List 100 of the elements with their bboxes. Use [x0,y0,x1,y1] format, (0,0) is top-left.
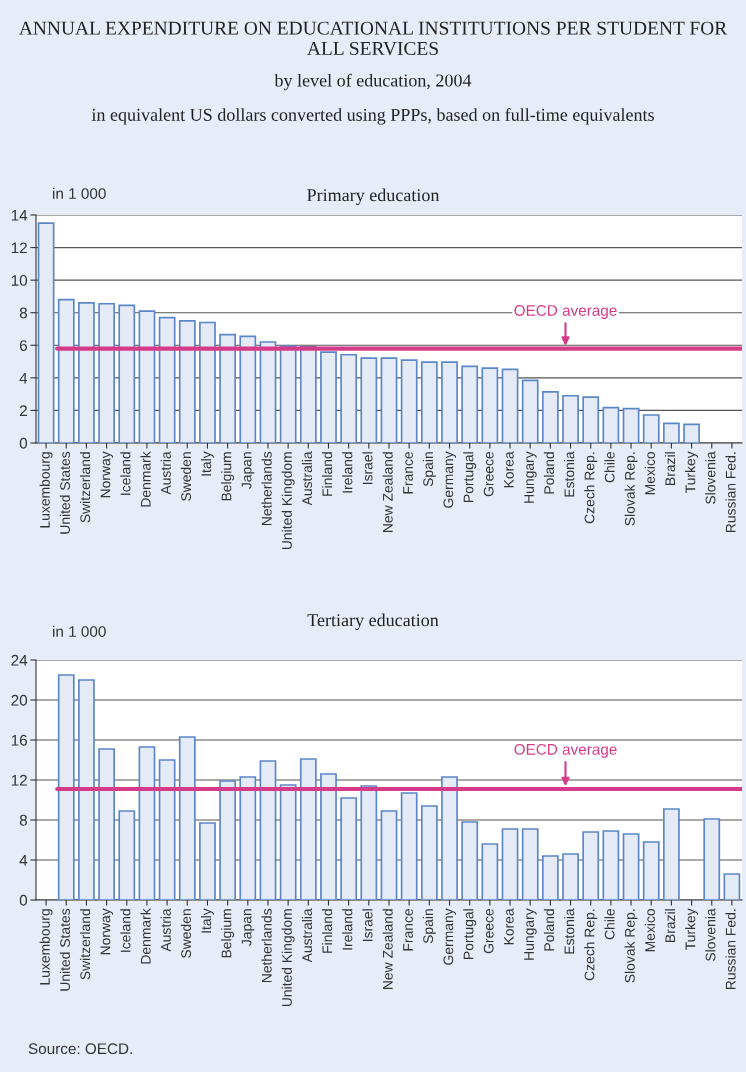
x-tick-label: Slovak Rep. [624,909,638,983]
x-tick-label: Spain [422,909,436,944]
x-tick-label: Netherlands [261,451,272,526]
x-tick-label: Korea [504,908,514,945]
x-tick-label: Denmark [140,451,151,507]
y-axis-title: in 1 000 [53,625,106,637]
bar [320,351,337,443]
bar [461,365,479,443]
x-tick-label: Estonia [564,908,575,954]
bar [501,828,519,900]
x-tick-label: Austria [160,451,171,495]
y-tick-label: 12 [11,242,27,254]
x-tick-label: Finland [322,452,333,496]
bar [642,414,660,443]
bar [239,335,257,443]
bar [663,422,680,443]
bar [219,780,237,900]
chart-title: Primary education [307,188,440,205]
bar [683,423,700,443]
bar [420,805,438,900]
bar [138,746,156,900]
x-tick-label: Turkey [685,451,699,493]
bar [703,818,721,900]
x-tick-label: Belgium [221,909,235,958]
x-tick-label: Chile [604,908,615,940]
text: in equivalent US dollars converted using PPPs, based on full-time equivalents [91,108,654,125]
y-tick-label: 8 [19,814,27,826]
x-tick-label: Russian Fed. [725,909,736,990]
bar [642,841,660,900]
x-tick-label: Italy [200,451,214,476]
bar [622,407,640,443]
x-tick-label: Greece [483,451,494,497]
x-tick-label: New Zealand [382,452,393,533]
y-tick-label: 4 [19,855,28,866]
x-tick-label: Chile [604,451,615,483]
y-tick-label: 20 [11,694,28,706]
bar [400,359,418,443]
y-tick-label: 16 [11,734,27,746]
y-tick-label: 2 [19,405,27,416]
x-tick-label: Switzerland [79,452,91,523]
x-tick-label: Israel [362,909,373,942]
bar [360,785,378,900]
y-tick-label: 14 [11,210,28,221]
x-tick-label: Sweden [180,452,192,501]
x-tick-label: Switzerland [79,909,91,980]
x-tick-label: United States [59,451,70,534]
y-tick-label: 0 [19,437,28,449]
bar [400,792,418,900]
bar [57,674,75,900]
bar [279,784,297,900]
bar [299,758,317,900]
x-tick-label: Iceland [120,452,131,495]
chart-title: Tertiary education [307,613,439,630]
x-tick-label: United States [59,908,70,991]
x-tick-label: Slovenia [705,908,716,961]
bar [340,353,358,443]
bar [441,361,458,443]
bar [259,760,277,900]
x-tick-label: Hungary [524,908,537,960]
bar [380,357,398,443]
y-tick-label: 4 [19,372,28,384]
x-tick-label: France [403,451,413,494]
text: ANNUAL EXPENDITURE ON EDUCATIONAL INSTITUTIONS PER STUDENT FOR ALL SERVICES [18,21,728,56]
bar [380,810,398,900]
bar [663,808,680,900]
x-tick-label: Luxembourg [39,452,53,528]
y-axis-title: in 1 000 [53,187,106,199]
x-tick-label: Estonia [564,451,575,497]
x-tick-label: Belgium [221,452,235,501]
bar [481,367,499,443]
x-tick-label: Denmark [140,908,151,964]
ref-line-label: OECD average [514,305,617,319]
bar [78,679,95,900]
x-tick-label: Germany [443,908,456,965]
bar [158,759,176,900]
bar [562,853,579,900]
bar [320,773,337,900]
x-tick-label: Ireland [342,909,353,950]
x-tick-label: Germany [443,451,456,508]
x-tick-label: Italy [200,908,214,933]
bar [602,830,620,900]
x-tick-label: Greece [483,908,494,954]
bar [78,302,95,443]
bar [481,843,499,900]
bar [118,810,136,900]
x-tick-label: Mexico [644,908,655,952]
x-tick-label: Czech Rep. [584,452,598,524]
x-tick-label: Brazil [664,909,676,942]
y-tick-label: 24 [11,654,28,666]
bar [118,304,136,443]
x-tick-label: Japan [241,452,255,489]
bar [441,776,458,900]
x-tick-label: Portugal [463,452,477,502]
bar [199,822,216,900]
x-tick-label: Netherlands [261,908,272,983]
bar [541,391,559,443]
x-tick-label: Hungary [524,451,537,503]
bar [158,316,176,443]
x-tick-label: France [403,908,413,951]
bar [279,345,297,443]
